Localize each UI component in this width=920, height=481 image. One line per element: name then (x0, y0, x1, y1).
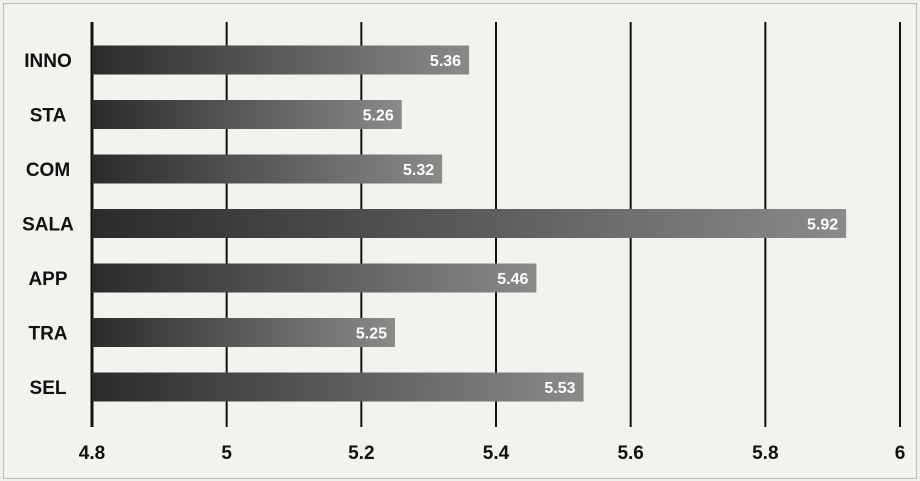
value-label: 5.32 (403, 162, 434, 179)
value-label: 5.36 (430, 53, 461, 70)
bar-sta (92, 100, 402, 129)
bar-com (92, 154, 443, 184)
x-axis-tick-labels: 4.8 5 5.2 5.4 5.6 5.8 6 (79, 443, 906, 464)
value-label: 5.46 (497, 271, 528, 288)
value-label: 5.26 (363, 108, 394, 125)
category-label: COM (26, 160, 70, 181)
category-label: TRA (28, 324, 67, 345)
category-labels: INNO STA COM SALA APP TRA SEL (22, 51, 74, 399)
bar-inno (92, 45, 470, 75)
value-label: 5.53 (544, 380, 575, 397)
value-label: 5.25 (356, 326, 387, 343)
bars: 5.36 5.26 5.32 5.92 5.46 5.25 5.53 (92, 45, 847, 402)
bar-app (92, 263, 537, 293)
x-tick-label: 5.8 (752, 443, 778, 464)
value-label: 5.92 (807, 217, 838, 234)
x-tick-label: 5.2 (348, 443, 374, 464)
bar-sel (92, 372, 584, 402)
x-tick-label: 5.6 (617, 443, 643, 464)
bar-sala (92, 209, 847, 238)
x-tick-label: 4.8 (79, 443, 105, 464)
x-tick-label: 5.4 (483, 443, 510, 464)
category-label: INNO (24, 51, 72, 72)
category-label: SALA (22, 215, 74, 236)
x-tick-label: 6 (895, 443, 906, 464)
bar-tra (92, 318, 395, 347)
x-tick-label: 5 (221, 443, 232, 464)
category-label: STA (30, 106, 67, 127)
category-label: SEL (30, 378, 67, 399)
category-label: APP (28, 269, 67, 290)
